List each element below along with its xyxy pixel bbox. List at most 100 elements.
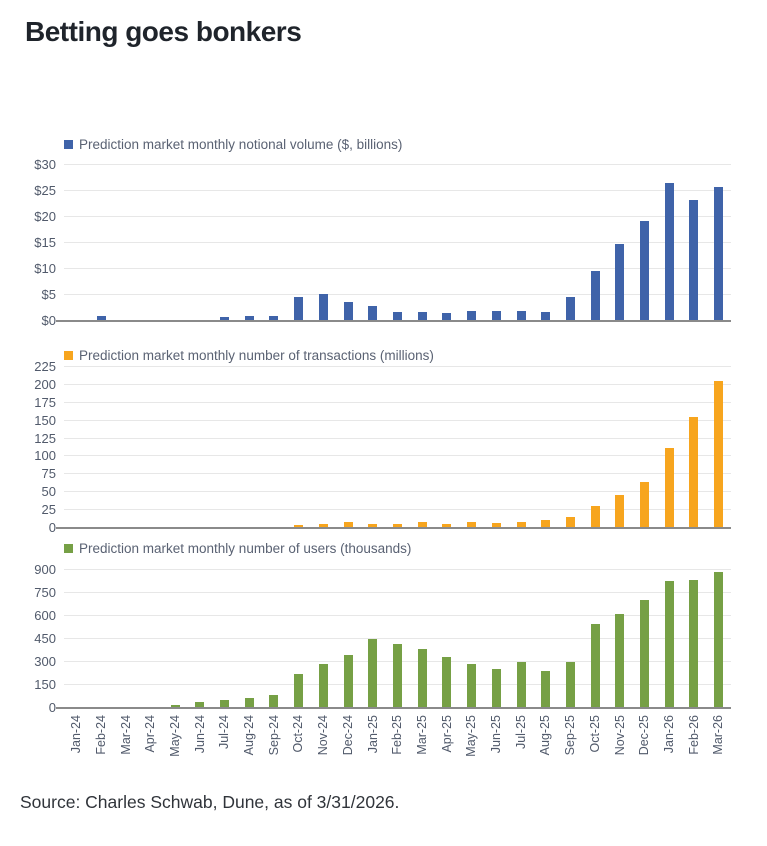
bar-Jan-25 [368,523,378,528]
bar-Mar-26 [714,572,724,708]
x-axis-line [56,527,731,529]
x-axis-label: Aug-24 [242,715,257,756]
bar-Jan-25 [368,639,378,708]
x-axis-slot: Jul-24 [212,708,237,776]
x-axis-label: Jan-24 [69,715,84,754]
gridline [64,383,731,385]
x-axis-slot: Feb-24 [89,708,114,776]
bar-May-25 [467,663,477,708]
bar-Jan-26 [664,580,674,708]
bar-Sep-24 [269,316,279,321]
x-axis-label: Sep-24 [266,715,281,756]
bar-Mar-26 [714,381,724,528]
x-axis-slot: Jun-24 [188,708,213,776]
x-axis-slot: Mar-25 [410,708,435,776]
gridline [64,190,731,191]
gridline [64,509,731,511]
bar-Jun-25 [491,668,501,708]
y-axis-tick-label: $25 [34,183,56,198]
bar-Mar-25 [417,522,427,528]
bar-Feb-25 [393,312,402,321]
x-axis-slot: Apr-25 [435,708,460,776]
gridline [64,615,731,616]
x-axis-slot: May-25 [459,708,484,776]
x-axis-label: Jan-25 [365,715,380,754]
y-axis-tick-label: $5 [41,287,56,303]
x-axis-slot: Nov-24 [311,708,336,776]
x-axis-line [56,320,731,322]
x-axis-slot: Dec-25 [632,708,657,776]
legend-swatch-blue [64,139,73,149]
bar-Mar-25 [417,312,427,321]
bar-Mar-26 [714,187,724,321]
bar-Apr-25 [442,656,452,708]
bar-Aug-24 [244,697,254,708]
x-axis-label: Nov-25 [612,715,627,756]
bar-Jun-24 [195,701,205,708]
x-axis-slot: Feb-26 [682,708,707,776]
page-title: Betting goes bonkers [25,16,302,47]
x-axis-slot: Apr-24 [138,708,163,776]
chart-notional-volume: Prediction market monthly notional volum… [26,136,731,328]
bar-Dec-24 [343,521,353,528]
bar-Oct-24 [294,297,304,321]
x-axis-label: Jan-26 [661,715,676,754]
bar-Nov-24 [318,293,328,321]
x-axis-label: Mar-24 [118,715,133,755]
bar-Jun-25 [491,523,501,528]
bar-Oct-25 [590,624,600,708]
bar-Nov-25 [615,244,625,321]
gridline [64,437,731,439]
x-axis-slot: Aug-24 [237,708,262,776]
x-axis-label: Sep-25 [563,715,578,756]
y-axis-tick-label: 225 [34,359,56,374]
x-axis-label: Jul-25 [513,715,528,750]
x-axis-labels: Jan-24 Feb-24 Mar-24 Apr-24 May-24 Jun-24 Jul-… [64,708,731,776]
bar-May-25 [467,311,477,321]
bar-Mar-25 [417,648,427,708]
y-axis-tick-label: 75 [41,466,56,482]
gridline [64,268,731,269]
plot-area-volume [56,164,731,322]
bar-Feb-26 [689,579,699,708]
x-axis-label: Dec-24 [340,715,355,756]
bar-Feb-24 [96,315,106,321]
x-axis-label: Feb-26 [686,715,701,755]
x-axis-label: Feb-24 [93,715,108,755]
bar-Oct-25 [590,270,600,321]
y-axis-tick-label: 750 [34,585,56,600]
bar-Oct-25 [590,505,600,528]
x-axis-slot: Sep-24 [262,708,287,776]
x-axis-label: Oct-24 [291,715,306,753]
x-axis-label: May-25 [464,715,479,757]
bar-Oct-24 [294,525,304,528]
legend-label: Prediction market monthly number of user… [79,540,412,556]
x-axis-slot: Sep-25 [558,708,583,776]
y-axis-tick-label: 900 [34,562,56,577]
x-axis-slot: Jan-25 [360,708,385,776]
y-axis-tick-label: $0 [41,313,56,328]
y-axis-tick-label: 150 [34,412,56,428]
y-axis-tick-label: 25 [41,502,56,518]
gridline [64,242,731,243]
bar-Apr-25 [442,523,452,528]
gridline [64,294,731,295]
bar-Jul-24 [220,699,230,708]
y-axis-tick-label: $10 [34,261,56,277]
x-axis-label: Jun-25 [489,715,504,754]
chart-transactions: Prediction market monthly number of tran… [26,347,731,535]
bar-Feb-25 [393,643,402,708]
bar-Aug-25 [541,312,551,321]
x-axis-label: May-24 [167,715,182,757]
legend-label: Prediction market monthly notional volum… [79,136,403,152]
y-axis-tick-label: $20 [34,209,56,225]
gridline [64,569,731,570]
bar-Jul-25 [516,662,526,708]
y-axis-tick-label: 50 [41,484,56,500]
x-axis-slot: Jul-25 [509,708,534,776]
x-axis-slot: Aug-25 [533,708,558,776]
x-axis-slot: Mar-24 [113,708,138,776]
x-axis-line [56,707,731,709]
y-axis-tick-label: 175 [34,394,56,410]
bar-Aug-25 [541,671,551,708]
